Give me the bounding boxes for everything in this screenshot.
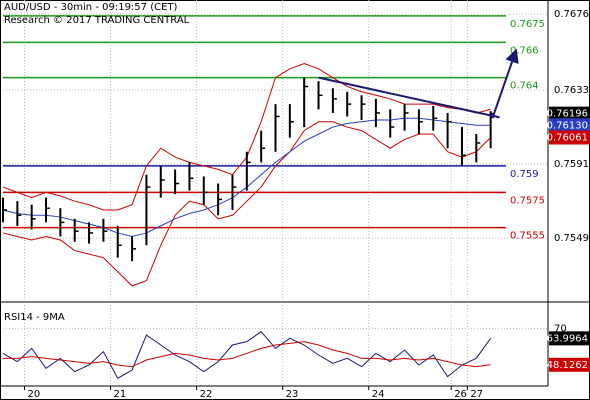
level-label: 0.766 bbox=[510, 45, 539, 56]
x-tick-label: 23 bbox=[286, 389, 299, 400]
y-tick-label: 70 bbox=[554, 323, 567, 334]
trend-line bbox=[318, 76, 500, 119]
level-label: 0.764 bbox=[510, 81, 539, 92]
x-tick-label: 20 bbox=[28, 389, 41, 400]
value-box bbox=[549, 331, 590, 346]
y-tick-label: 0.7633 bbox=[554, 85, 589, 96]
rsi-line bbox=[2, 330, 492, 380]
rsi-title: RSI14 - 9MA bbox=[4, 312, 65, 323]
level-label: 0.759 bbox=[510, 169, 539, 180]
chart-subtitle: Research © 2017 TRADING CENTRAL bbox=[4, 15, 190, 26]
rsi-line bbox=[3, 341, 491, 368]
value-box bbox=[549, 106, 590, 121]
value-box bbox=[549, 357, 590, 372]
chart-title: AUD/USD - 30min - 09:19:57 (CET) bbox=[4, 2, 178, 13]
level-label: 0.7675 bbox=[510, 19, 545, 30]
y-tick-label: 0.7676 bbox=[554, 9, 589, 20]
x-tick-label: 26 bbox=[454, 389, 467, 400]
x-tick-label: 27 bbox=[470, 389, 483, 400]
level-label: 0.7575 bbox=[510, 195, 545, 206]
value-box-label: 0.76061 bbox=[547, 132, 588, 143]
value-box bbox=[549, 118, 590, 133]
value-box-label: 0.76196 bbox=[547, 109, 588, 120]
value-box-label: 0.76130 bbox=[547, 120, 588, 131]
value-box-label: 48.1262 bbox=[547, 360, 588, 371]
arrow bbox=[491, 48, 519, 119]
x-tick-label: 22 bbox=[200, 389, 213, 400]
band-lower bbox=[2, 121, 491, 287]
value-box bbox=[549, 130, 590, 145]
x-tick-label: 21 bbox=[114, 389, 127, 400]
level-label: 0.7555 bbox=[510, 231, 545, 242]
x-tick-label: 24 bbox=[372, 389, 385, 400]
y-tick-label: 0.7591 bbox=[554, 159, 589, 170]
value-box-label: 63.9964 bbox=[547, 333, 588, 344]
y-tick-label: 0.7549 bbox=[554, 233, 589, 244]
